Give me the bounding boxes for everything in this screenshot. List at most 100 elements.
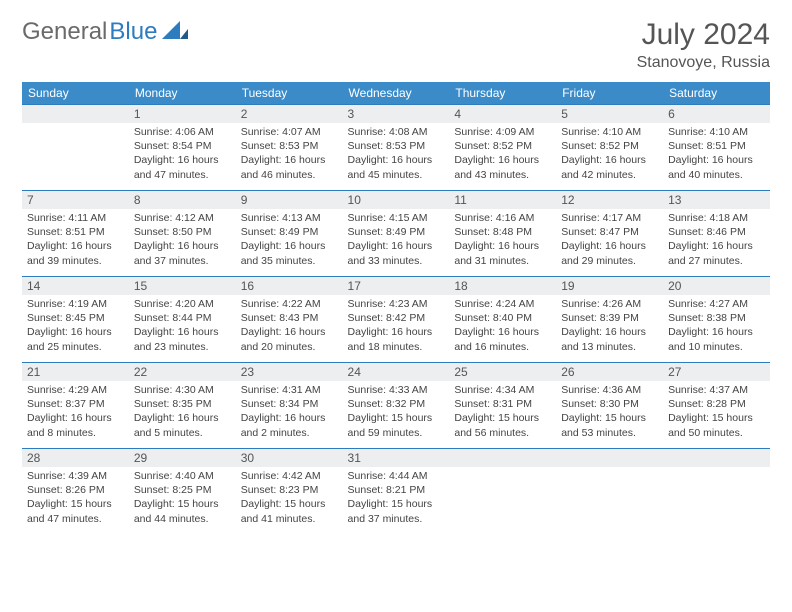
day-cell: 29Sunrise: 4:40 AMSunset: 8:25 PMDayligh… bbox=[129, 448, 236, 534]
day-cell: 5Sunrise: 4:10 AMSunset: 8:52 PMDaylight… bbox=[556, 104, 663, 190]
weekday-header: Saturday bbox=[663, 82, 770, 104]
day-cell: 19Sunrise: 4:26 AMSunset: 8:39 PMDayligh… bbox=[556, 276, 663, 362]
calendar-row: 1Sunrise: 4:06 AMSunset: 8:54 PMDaylight… bbox=[22, 104, 770, 190]
calendar-row: 14Sunrise: 4:19 AMSunset: 8:45 PMDayligh… bbox=[22, 276, 770, 362]
day-body: Sunrise: 4:18 AMSunset: 8:46 PMDaylight:… bbox=[663, 209, 770, 272]
day-body: Sunrise: 4:31 AMSunset: 8:34 PMDaylight:… bbox=[236, 381, 343, 444]
day-body: Sunrise: 4:37 AMSunset: 8:28 PMDaylight:… bbox=[663, 381, 770, 444]
day-cell: 16Sunrise: 4:22 AMSunset: 8:43 PMDayligh… bbox=[236, 276, 343, 362]
weekday-header: Tuesday bbox=[236, 82, 343, 104]
day-body: Sunrise: 4:42 AMSunset: 8:23 PMDaylight:… bbox=[236, 467, 343, 530]
day-cell: 10Sunrise: 4:15 AMSunset: 8:49 PMDayligh… bbox=[343, 190, 450, 276]
day-number: 15 bbox=[129, 276, 236, 295]
calendar-head: SundayMondayTuesdayWednesdayThursdayFrid… bbox=[22, 82, 770, 104]
weekday-header: Friday bbox=[556, 82, 663, 104]
title-block: July 2024 Stanovoye, Russia bbox=[637, 18, 770, 72]
day-cell: 17Sunrise: 4:23 AMSunset: 8:42 PMDayligh… bbox=[343, 276, 450, 362]
day-body: Sunrise: 4:16 AMSunset: 8:48 PMDaylight:… bbox=[449, 209, 556, 272]
empty-cell bbox=[556, 448, 663, 534]
day-cell: 18Sunrise: 4:24 AMSunset: 8:40 PMDayligh… bbox=[449, 276, 556, 362]
day-body: Sunrise: 4:10 AMSunset: 8:52 PMDaylight:… bbox=[556, 123, 663, 186]
day-number: 25 bbox=[449, 362, 556, 381]
day-number: 27 bbox=[663, 362, 770, 381]
calendar-row: 21Sunrise: 4:29 AMSunset: 8:37 PMDayligh… bbox=[22, 362, 770, 448]
triangle-icon bbox=[162, 18, 188, 46]
day-body: Sunrise: 4:19 AMSunset: 8:45 PMDaylight:… bbox=[22, 295, 129, 358]
day-body: Sunrise: 4:10 AMSunset: 8:51 PMDaylight:… bbox=[663, 123, 770, 186]
day-cell: 28Sunrise: 4:39 AMSunset: 8:26 PMDayligh… bbox=[22, 448, 129, 534]
day-number: 22 bbox=[129, 362, 236, 381]
weekday-row: SundayMondayTuesdayWednesdayThursdayFrid… bbox=[22, 82, 770, 104]
day-number: 24 bbox=[343, 362, 450, 381]
day-cell: 12Sunrise: 4:17 AMSunset: 8:47 PMDayligh… bbox=[556, 190, 663, 276]
day-cell: 4Sunrise: 4:09 AMSunset: 8:52 PMDaylight… bbox=[449, 104, 556, 190]
weekday-header: Thursday bbox=[449, 82, 556, 104]
day-cell: 26Sunrise: 4:36 AMSunset: 8:30 PMDayligh… bbox=[556, 362, 663, 448]
day-body: Sunrise: 4:40 AMSunset: 8:25 PMDaylight:… bbox=[129, 467, 236, 530]
calendar-row: 28Sunrise: 4:39 AMSunset: 8:26 PMDayligh… bbox=[22, 448, 770, 534]
day-number: 6 bbox=[663, 104, 770, 123]
day-cell: 23Sunrise: 4:31 AMSunset: 8:34 PMDayligh… bbox=[236, 362, 343, 448]
day-number: 11 bbox=[449, 190, 556, 209]
day-number: 10 bbox=[343, 190, 450, 209]
day-cell: 2Sunrise: 4:07 AMSunset: 8:53 PMDaylight… bbox=[236, 104, 343, 190]
day-body: Sunrise: 4:24 AMSunset: 8:40 PMDaylight:… bbox=[449, 295, 556, 358]
day-number: 4 bbox=[449, 104, 556, 123]
day-body: Sunrise: 4:12 AMSunset: 8:50 PMDaylight:… bbox=[129, 209, 236, 272]
day-cell: 30Sunrise: 4:42 AMSunset: 8:23 PMDayligh… bbox=[236, 448, 343, 534]
day-number: 16 bbox=[236, 276, 343, 295]
weekday-header: Wednesday bbox=[343, 82, 450, 104]
day-cell: 1Sunrise: 4:06 AMSunset: 8:54 PMDaylight… bbox=[129, 104, 236, 190]
day-body: Sunrise: 4:17 AMSunset: 8:47 PMDaylight:… bbox=[556, 209, 663, 272]
day-cell: 25Sunrise: 4:34 AMSunset: 8:31 PMDayligh… bbox=[449, 362, 556, 448]
day-body: Sunrise: 4:11 AMSunset: 8:51 PMDaylight:… bbox=[22, 209, 129, 272]
empty-cell bbox=[663, 448, 770, 534]
day-number: 28 bbox=[22, 448, 129, 467]
day-body: Sunrise: 4:39 AMSunset: 8:26 PMDaylight:… bbox=[22, 467, 129, 530]
empty-cell bbox=[449, 448, 556, 534]
day-cell: 9Sunrise: 4:13 AMSunset: 8:49 PMDaylight… bbox=[236, 190, 343, 276]
day-cell: 27Sunrise: 4:37 AMSunset: 8:28 PMDayligh… bbox=[663, 362, 770, 448]
day-body: Sunrise: 4:29 AMSunset: 8:37 PMDaylight:… bbox=[22, 381, 129, 444]
day-body: Sunrise: 4:36 AMSunset: 8:30 PMDaylight:… bbox=[556, 381, 663, 444]
day-number: 9 bbox=[236, 190, 343, 209]
day-number: 17 bbox=[343, 276, 450, 295]
day-number: 21 bbox=[22, 362, 129, 381]
day-body: Sunrise: 4:34 AMSunset: 8:31 PMDaylight:… bbox=[449, 381, 556, 444]
logo: GeneralBlue bbox=[22, 18, 188, 46]
logo-text-blue: Blue bbox=[109, 18, 157, 46]
day-cell: 14Sunrise: 4:19 AMSunset: 8:45 PMDayligh… bbox=[22, 276, 129, 362]
weekday-header: Monday bbox=[129, 82, 236, 104]
day-cell: 3Sunrise: 4:08 AMSunset: 8:53 PMDaylight… bbox=[343, 104, 450, 190]
day-body: Sunrise: 4:27 AMSunset: 8:38 PMDaylight:… bbox=[663, 295, 770, 358]
day-number: 18 bbox=[449, 276, 556, 295]
location: Stanovoye, Russia bbox=[637, 54, 770, 72]
day-number: 23 bbox=[236, 362, 343, 381]
day-body: Sunrise: 4:33 AMSunset: 8:32 PMDaylight:… bbox=[343, 381, 450, 444]
calendar-body: 1Sunrise: 4:06 AMSunset: 8:54 PMDaylight… bbox=[22, 104, 770, 534]
day-number: 13 bbox=[663, 190, 770, 209]
day-number: 7 bbox=[22, 190, 129, 209]
day-number: 1 bbox=[129, 104, 236, 123]
day-number: 2 bbox=[236, 104, 343, 123]
month-title: July 2024 bbox=[637, 18, 770, 52]
day-cell: 21Sunrise: 4:29 AMSunset: 8:37 PMDayligh… bbox=[22, 362, 129, 448]
day-cell: 24Sunrise: 4:33 AMSunset: 8:32 PMDayligh… bbox=[343, 362, 450, 448]
day-number: 3 bbox=[343, 104, 450, 123]
day-cell: 31Sunrise: 4:44 AMSunset: 8:21 PMDayligh… bbox=[343, 448, 450, 534]
day-number: 30 bbox=[236, 448, 343, 467]
day-body: Sunrise: 4:20 AMSunset: 8:44 PMDaylight:… bbox=[129, 295, 236, 358]
day-body: Sunrise: 4:07 AMSunset: 8:53 PMDaylight:… bbox=[236, 123, 343, 186]
day-cell: 6Sunrise: 4:10 AMSunset: 8:51 PMDaylight… bbox=[663, 104, 770, 190]
day-body: Sunrise: 4:30 AMSunset: 8:35 PMDaylight:… bbox=[129, 381, 236, 444]
day-number: 12 bbox=[556, 190, 663, 209]
empty-cell bbox=[22, 104, 129, 190]
day-number: 5 bbox=[556, 104, 663, 123]
day-body: Sunrise: 4:23 AMSunset: 8:42 PMDaylight:… bbox=[343, 295, 450, 358]
day-number: 31 bbox=[343, 448, 450, 467]
logo-text-general: General bbox=[22, 18, 107, 46]
day-body: Sunrise: 4:15 AMSunset: 8:49 PMDaylight:… bbox=[343, 209, 450, 272]
day-cell: 20Sunrise: 4:27 AMSunset: 8:38 PMDayligh… bbox=[663, 276, 770, 362]
day-number: 20 bbox=[663, 276, 770, 295]
day-body: Sunrise: 4:09 AMSunset: 8:52 PMDaylight:… bbox=[449, 123, 556, 186]
